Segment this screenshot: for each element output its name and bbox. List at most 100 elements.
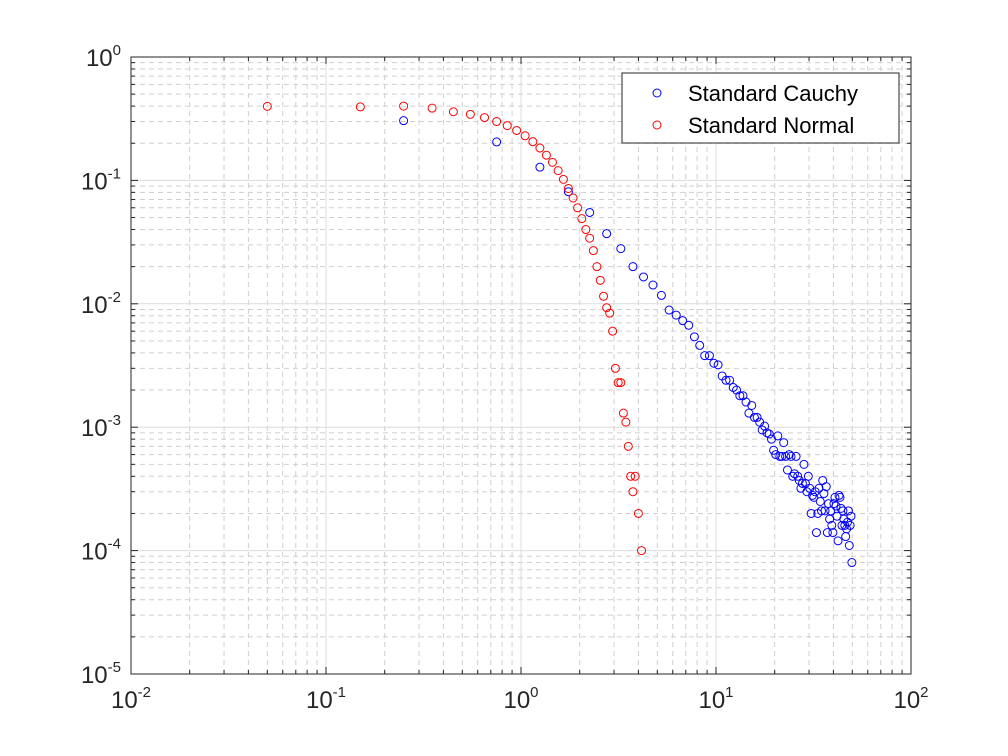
data-point <box>616 378 626 388</box>
data-point <box>465 109 475 119</box>
y-tick-label: 10-1 <box>81 165 121 195</box>
data-point <box>833 536 843 546</box>
data-point <box>803 471 813 481</box>
data-point <box>816 506 826 516</box>
data-point <box>843 506 853 516</box>
x-tick-label: 10-1 <box>306 684 346 714</box>
data-point <box>821 482 831 492</box>
data-point <box>592 262 602 272</box>
data-point <box>573 203 583 213</box>
data-point <box>835 492 845 502</box>
legend-label-normal: Standard Normal <box>688 113 854 138</box>
data-point <box>834 490 844 500</box>
data-point <box>568 193 578 203</box>
data-point <box>585 233 595 243</box>
data-point <box>664 305 674 315</box>
legend-label-cauchy: Standard Cauchy <box>688 81 858 106</box>
data-point <box>480 113 490 123</box>
data-point <box>709 358 719 368</box>
data-point <box>512 125 522 135</box>
data-point <box>399 101 409 111</box>
data-point <box>553 166 563 176</box>
data-point <box>695 340 705 350</box>
data-point <box>721 375 731 385</box>
data-point <box>633 508 643 518</box>
data-point <box>602 303 612 313</box>
plot-area-border <box>130 56 912 675</box>
legend-marker-cauchy <box>652 88 662 98</box>
data-point <box>656 290 666 300</box>
data-point <box>847 558 857 568</box>
data-point <box>558 174 568 184</box>
data-point <box>605 308 615 318</box>
data-point <box>820 506 830 516</box>
data-point <box>797 478 807 488</box>
y-tick-label: 10-2 <box>81 289 121 319</box>
legend-marker-normal <box>652 120 662 130</box>
data-point <box>684 320 694 330</box>
data-point <box>773 431 783 441</box>
data-point <box>782 465 792 475</box>
data-point <box>630 471 640 481</box>
data-point <box>262 101 272 111</box>
data-point <box>762 428 772 438</box>
data-point <box>399 116 409 126</box>
data-point <box>528 137 538 147</box>
data-point <box>535 162 545 172</box>
data-point <box>678 316 688 326</box>
x-tick-label: 101 <box>698 684 733 714</box>
data-point <box>689 332 699 342</box>
data-point <box>547 157 557 167</box>
data-point <box>448 107 458 117</box>
data-point <box>749 412 759 422</box>
major-grid <box>131 57 911 674</box>
data-point <box>744 408 754 418</box>
data-point <box>637 546 647 556</box>
data-point <box>626 471 636 481</box>
data-point <box>845 520 855 530</box>
y-tick-label: 10-5 <box>81 659 121 689</box>
data-point <box>760 421 770 431</box>
data-point <box>788 471 798 481</box>
series-1-points <box>262 101 647 556</box>
data-point <box>577 214 587 224</box>
data-point <box>752 412 762 422</box>
data-point <box>581 225 591 235</box>
data-point <box>492 137 502 147</box>
data-point <box>811 528 821 538</box>
data-point <box>639 272 649 282</box>
data-point <box>809 492 819 502</box>
data-point <box>588 246 598 256</box>
data-point <box>628 487 638 497</box>
data-point <box>789 469 799 479</box>
y-tick-label: 10-3 <box>81 412 121 442</box>
legend: Standard Cauchy Standard Normal <box>621 72 900 144</box>
data-point <box>610 363 620 373</box>
data-point <box>704 351 714 361</box>
data-point <box>563 183 573 193</box>
data-point <box>814 483 824 493</box>
data-point <box>599 291 609 301</box>
x-tick-label: 10-2 <box>111 684 151 714</box>
data-point <box>844 540 854 550</box>
data-point <box>799 459 809 469</box>
data-point <box>806 508 816 518</box>
data-point <box>747 400 757 410</box>
data-point <box>791 451 801 461</box>
data-point <box>618 408 628 418</box>
data-point <box>628 262 638 272</box>
x-tick-label: 102 <box>893 684 928 714</box>
y-axis-tick-labels: 10-5 10-4 10-3 10-2 10-1 100 <box>81 42 121 689</box>
data-point <box>829 499 839 509</box>
data-point <box>427 103 437 113</box>
data-point <box>616 244 626 254</box>
data-point <box>828 528 838 538</box>
y-tick-label: 10-4 <box>81 536 121 566</box>
legend-box <box>621 72 900 144</box>
data-point <box>621 417 631 427</box>
x-tick-label: 100 <box>503 684 538 714</box>
data-point <box>648 280 658 290</box>
data-point <box>771 450 781 460</box>
data-point <box>784 450 794 460</box>
data-point <box>831 501 841 511</box>
